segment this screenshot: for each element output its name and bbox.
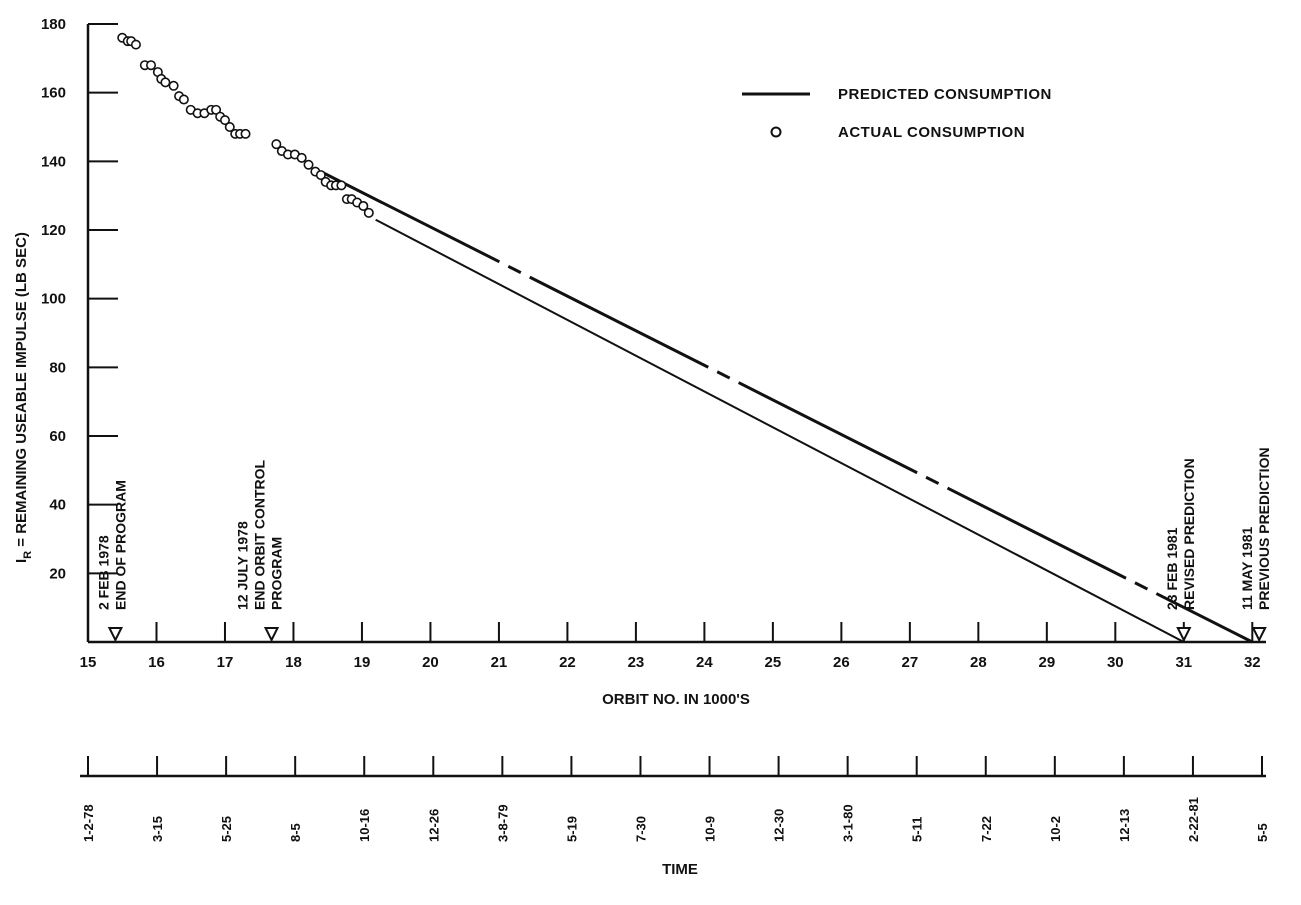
actual-consumption-point xyxy=(219,115,230,126)
x-tick-label: 16 xyxy=(148,654,165,671)
actual-consumption-point xyxy=(168,80,179,91)
x-tick-label: 17 xyxy=(217,654,234,671)
event-annotation-line: PREVIOUS PREDICTION xyxy=(1256,447,1272,610)
x-tick-label: 24 xyxy=(696,654,713,671)
legend-actual-label: ACTUAL CONSUMPTION xyxy=(838,124,1025,141)
x-tick-label: 21 xyxy=(491,654,508,671)
time-tick-label: 5-19 xyxy=(564,816,579,842)
x-tick-label: 27 xyxy=(902,654,919,671)
y-axis-title-group: IR = REMAINING USEABLE IMPULSE (LB SEC) xyxy=(13,232,34,563)
actual-consumption-point xyxy=(224,122,235,133)
y-tick-label: 140 xyxy=(41,153,66,170)
x-tick-label: 15 xyxy=(80,654,97,671)
x-tick-label: 18 xyxy=(285,654,302,671)
actual-consumption-point xyxy=(296,152,307,163)
actual-consumption-point xyxy=(363,207,374,218)
x-tick-label: 26 xyxy=(833,654,850,671)
y-tick-label: 60 xyxy=(49,428,66,445)
time-tick-label: 5-11 xyxy=(910,817,925,842)
x-tick-label: 32 xyxy=(1244,654,1261,671)
x-tick-label: 20 xyxy=(422,654,439,671)
revised-prediction-line xyxy=(375,218,1185,643)
actual-consumption-point xyxy=(358,200,369,211)
y-axis-title-sub: R xyxy=(22,551,34,559)
event-annotation-line: 12 JULY 1978 xyxy=(235,521,251,610)
y-tick-label: 40 xyxy=(49,497,66,514)
axes: 20 40 60 80 100 120 140 160 180 15 16 17 18 19 20 21 22 2… xyxy=(41,16,1266,671)
y-tick-label: 160 xyxy=(41,85,66,102)
event-annotation: 11 MAY 1981 PREVIOUS PREDICTION xyxy=(1239,447,1272,610)
time-tick-label: 5-25 xyxy=(219,816,234,842)
event-annotation-line: 2 FEB 1978 xyxy=(95,535,111,610)
legend-predicted-label: PREDICTED CONSUMPTION xyxy=(838,86,1052,103)
legend-actual-marker xyxy=(770,126,782,138)
event-marker-triangle xyxy=(263,627,280,643)
time-tick-label: 10-16 xyxy=(357,809,372,842)
time-tick-label: 10-9 xyxy=(703,816,718,842)
event-annotation: 2 FEB 1978 END OF PROGRAM xyxy=(95,480,128,610)
time-tick-label: 7-30 xyxy=(633,816,648,842)
x-tick-label: 29 xyxy=(1038,654,1055,671)
actual-consumption-point xyxy=(303,159,314,170)
time-tick-label: 5-5 xyxy=(1255,823,1270,842)
time-tick-label: 1-2-78 xyxy=(81,804,96,842)
time-tick-label: 12-13 xyxy=(1117,809,1132,842)
x-tick-label: 19 xyxy=(354,654,371,671)
legend: PREDICTED CONSUMPTION ACTUAL CONSUMPTION xyxy=(742,86,1052,141)
x-axis-title: ORBIT NO. IN 1000'S xyxy=(602,691,750,708)
actual-consumption-point xyxy=(240,128,251,139)
y-tick-label: 20 xyxy=(49,565,66,582)
x-tick-label: 22 xyxy=(559,654,576,671)
time-axis: 1-2-78 3-15 5-25 8-5 10-16 12-26 3-8-79 5-19 7-3… xyxy=(80,756,1270,842)
event-annotation-line: 23 FEB 1981 xyxy=(1164,527,1180,610)
time-tick-label: 2-22-81 xyxy=(1186,797,1201,842)
event-annotation-line: 11 MAY 1981 xyxy=(1239,526,1255,610)
actual-consumption-point xyxy=(315,170,326,181)
event-marker-triangle xyxy=(1251,627,1267,643)
time-tick-label: 8-5 xyxy=(288,823,303,842)
time-tick-label: 12-30 xyxy=(772,809,787,842)
y-tick-label: 120 xyxy=(41,222,66,239)
time-tick-label: 3-8-79 xyxy=(495,804,510,842)
actual-consumption-point xyxy=(130,39,141,50)
actual-consumption-point xyxy=(271,139,282,150)
time-tick-label: 3-1-80 xyxy=(841,804,856,842)
series-layer xyxy=(117,32,1253,644)
event-annotation: 12 JULY 1978 END ORBIT CONTROL PROGRAM xyxy=(235,459,285,610)
actual-consumption-point xyxy=(336,180,347,191)
x-tick-label: 25 xyxy=(765,654,782,671)
actual-consumption-point xyxy=(178,94,189,105)
x-tick-label: 23 xyxy=(628,654,645,671)
time-tick-label: 12-26 xyxy=(426,809,441,842)
time-axis-title: TIME xyxy=(662,861,698,878)
y-tick-label: 100 xyxy=(41,291,66,308)
time-tick-label: 7-22 xyxy=(979,816,994,842)
event-annotation-line: REVISED PREDICTION xyxy=(1181,458,1197,610)
y-axis-title: IR = REMAINING USEABLE IMPULSE (LB SEC) xyxy=(13,232,34,563)
event-marker-triangle xyxy=(1176,627,1192,643)
x-tick-label: 28 xyxy=(970,654,987,671)
previous-prediction-line xyxy=(320,170,1253,644)
time-tick-label: 10-2 xyxy=(1048,816,1063,842)
y-axis-title-main: I xyxy=(13,559,30,563)
x-tick-label: 30 xyxy=(1107,654,1124,671)
event-annotation-line: END ORBIT CONTROL xyxy=(252,459,268,610)
y-tick-label: 80 xyxy=(49,359,66,376)
event-marker-triangle xyxy=(107,627,124,643)
x-tick-label: 31 xyxy=(1175,654,1192,671)
marker-layer: 2 FEB 1978 END OF PROGRAM 12 JULY 1978 END … xyxy=(95,447,1272,643)
time-tick-label: 3-15 xyxy=(150,816,165,842)
y-axis-title-rest: = REMAINING USEABLE IMPULSE (LB SEC) xyxy=(13,232,30,551)
event-annotation-line: PROGRAM xyxy=(269,537,285,610)
event-annotation: 23 FEB 1981 REVISED PREDICTION xyxy=(1164,458,1197,610)
y-tick-label: 180 xyxy=(41,16,66,33)
event-annotation-line: END OF PROGRAM xyxy=(112,480,128,610)
actual-consumption-point xyxy=(146,60,157,71)
actual-consumption-point xyxy=(160,77,171,88)
